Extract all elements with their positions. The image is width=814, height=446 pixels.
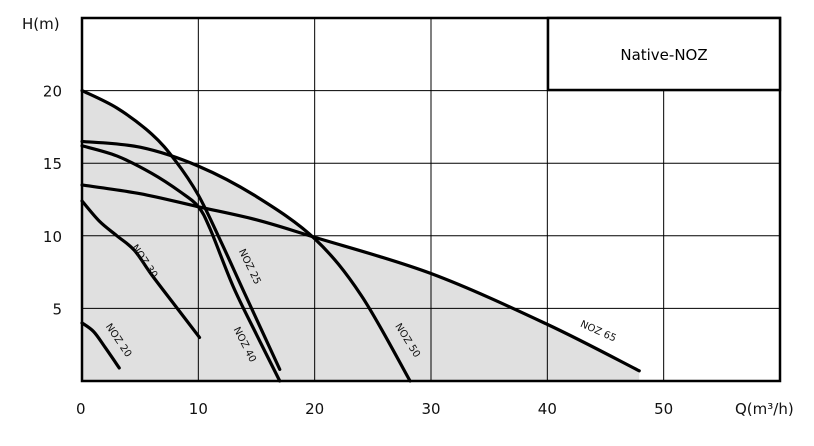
curve-fill [82,184,640,381]
y-tick-label: 20 [43,83,62,101]
x-tick-label: 0 [76,400,86,418]
x-tick-label: 30 [421,400,440,418]
curve-noz-65 [80,183,641,373]
title-box [546,16,782,92]
curve-noz-20 [80,321,121,370]
x-axis-label: Q(m³/h) [735,400,794,418]
x-tick-label: 40 [538,400,557,418]
curve-noz-50 [80,139,412,383]
plot-frame [80,16,782,383]
curve-noz-25 [80,89,282,371]
curve-noz-30 [80,199,202,340]
chart-title: Native-NOZ [620,46,707,64]
x-tick-label: 50 [654,400,673,418]
y-axis-label: H(m) [22,15,60,33]
y-tick-label: 10 [43,228,62,246]
y-tick-label: 15 [43,155,62,173]
x-tick-label: 10 [189,400,208,418]
curve-label: NOZ 65 [578,319,617,345]
y-tick-label: 5 [52,300,62,318]
x-tick-label: 20 [305,400,324,418]
